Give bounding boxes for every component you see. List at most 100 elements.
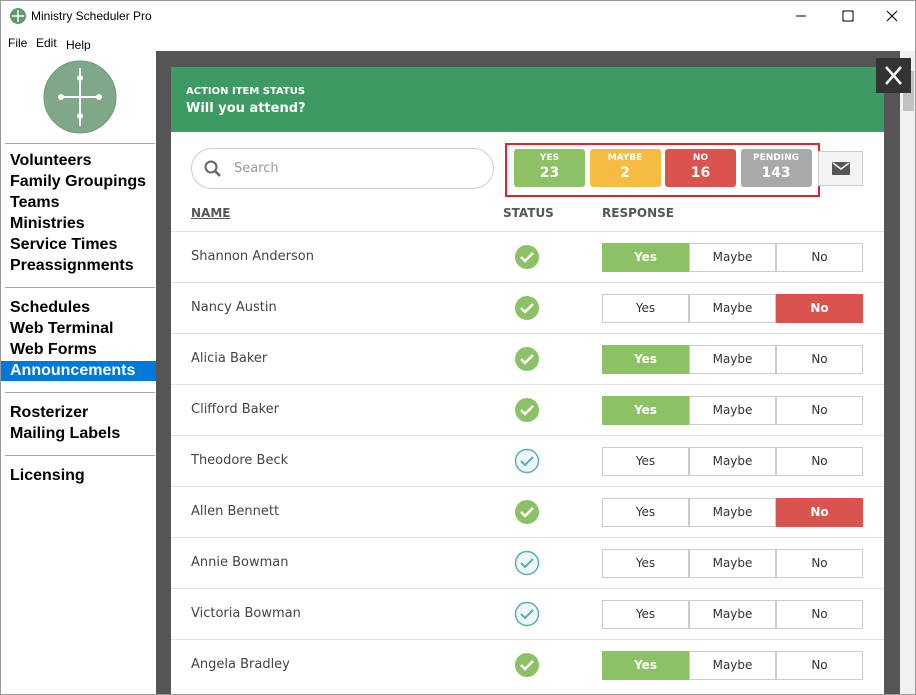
nav-item[interactable]: Preassignments bbox=[10, 257, 134, 274]
menu-item[interactable]: Edit bbox=[36, 36, 57, 50]
status-pending bbox=[514, 550, 540, 576]
status-confirmed bbox=[514, 346, 540, 372]
search-placeholder: Search bbox=[234, 161, 279, 176]
response-button[interactable]: No bbox=[776, 345, 863, 374]
response-button[interactable]: Maybe bbox=[689, 243, 776, 272]
person-name: Annie Bowman bbox=[191, 555, 289, 570]
count-label: PENDING bbox=[752, 153, 799, 163]
response-button[interactable]: Yes bbox=[602, 498, 689, 527]
search-box[interactable]: Search bbox=[191, 148, 494, 189]
count-badge[interactable]: MAYBE 2 bbox=[589, 149, 661, 187]
response-button[interactable]: Maybe bbox=[689, 294, 776, 323]
count-label: YES bbox=[539, 153, 560, 163]
count-value: 23 bbox=[539, 165, 560, 181]
count-value: 143 bbox=[761, 165, 791, 181]
email-button[interactable] bbox=[818, 151, 863, 186]
column-header: RESPONSE bbox=[602, 206, 674, 220]
person-name: Angela Bradley bbox=[191, 657, 290, 672]
status-pending bbox=[514, 448, 540, 474]
response-button[interactable]: Maybe bbox=[689, 345, 776, 374]
close-button[interactable] bbox=[876, 58, 911, 93]
response-button[interactable]: No bbox=[776, 549, 863, 578]
response-button[interactable]: No bbox=[776, 396, 863, 425]
nav-item[interactable]: Volunteers bbox=[10, 152, 92, 169]
table-row: Victoria Bowman Yes Maybe No bbox=[171, 588, 884, 640]
person-name: Allen Bennett bbox=[191, 504, 280, 519]
status-confirmed bbox=[514, 295, 540, 321]
count-label: MAYBE bbox=[607, 153, 643, 163]
menu-item[interactable]: File bbox=[8, 36, 28, 50]
table-row: Angela Bradley Yes Maybe No bbox=[171, 639, 884, 691]
table-row: Clifford Baker Yes Maybe No bbox=[171, 384, 884, 436]
nav-item[interactable]: Web Terminal bbox=[10, 320, 114, 337]
status-confirmed bbox=[514, 499, 540, 525]
modal-title: Will you attend? bbox=[186, 101, 306, 116]
modal-label: ACTION ITEM STATUS bbox=[186, 86, 306, 97]
nav-item[interactable]: Rosterizer bbox=[10, 404, 89, 421]
person-name: Clifford Baker bbox=[191, 402, 280, 417]
response-button[interactable]: No bbox=[776, 600, 863, 629]
person-name: Nancy Austin bbox=[191, 300, 277, 315]
count-badge[interactable]: YES 23 bbox=[514, 149, 585, 187]
modal-header: ACTION ITEM STATUS Will you attend? bbox=[171, 67, 884, 132]
separator bbox=[5, 287, 155, 288]
count-value: 2 bbox=[620, 165, 630, 181]
nav-item[interactable]: Teams bbox=[10, 194, 60, 211]
nav-item[interactable]: Service Times bbox=[10, 236, 118, 253]
response-button[interactable]: Yes bbox=[602, 447, 689, 476]
response-button[interactable]: Yes bbox=[602, 549, 689, 578]
response-selected[interactable]: No bbox=[776, 294, 863, 323]
response-selected[interactable]: Yes bbox=[602, 396, 689, 425]
response-button[interactable]: Maybe bbox=[689, 600, 776, 629]
response-button[interactable]: Maybe bbox=[689, 549, 776, 578]
nav-item[interactable]: Web Forms bbox=[10, 341, 97, 358]
menu-item[interactable]: Help bbox=[66, 38, 91, 52]
scrollbar[interactable] bbox=[900, 51, 915, 694]
nav-item[interactable]: Family Groupings bbox=[10, 173, 147, 190]
response-selected[interactable]: Yes bbox=[602, 345, 689, 374]
nav-item[interactable]: Announcements bbox=[1, 361, 156, 381]
response-selected[interactable]: Yes bbox=[602, 243, 689, 272]
nav-item[interactable]: Mailing Labels bbox=[10, 425, 121, 442]
person-name: Shannon Anderson bbox=[191, 249, 314, 264]
count-label: NO bbox=[692, 153, 709, 163]
table-row: Theodore Beck Yes Maybe No bbox=[171, 435, 884, 487]
table-row: Alicia Baker Yes Maybe No bbox=[171, 333, 884, 385]
count-badge[interactable]: NO 16 bbox=[665, 149, 736, 187]
response-button[interactable]: No bbox=[776, 447, 863, 476]
count-value: 16 bbox=[690, 165, 711, 181]
response-button[interactable]: Yes bbox=[602, 294, 689, 323]
status-pending bbox=[514, 601, 540, 627]
column-header[interactable]: NAME bbox=[191, 206, 231, 220]
response-selected[interactable]: Yes bbox=[602, 651, 689, 680]
response-button[interactable]: No bbox=[776, 243, 863, 272]
status-confirmed bbox=[514, 652, 540, 678]
close-icon bbox=[885, 66, 902, 85]
nav-item[interactable]: Schedules bbox=[10, 299, 91, 316]
response-selected[interactable]: No bbox=[776, 498, 863, 527]
window-title: Ministry Scheduler Pro bbox=[31, 9, 152, 23]
email-icon bbox=[832, 162, 850, 175]
table-row: Annie Bowman Yes Maybe No bbox=[171, 537, 884, 589]
table-row: Nancy Austin Yes Maybe No bbox=[171, 282, 884, 334]
separator bbox=[5, 143, 155, 144]
table-row: Shannon Anderson Yes Maybe No bbox=[171, 231, 884, 283]
window-controls[interactable] bbox=[781, 1, 916, 31]
response-button[interactable]: No bbox=[776, 651, 863, 680]
response-button[interactable]: Maybe bbox=[689, 447, 776, 476]
response-button[interactable]: Maybe bbox=[689, 396, 776, 425]
response-button[interactable]: Maybe bbox=[689, 498, 776, 527]
person-name: Alicia Baker bbox=[191, 351, 268, 366]
logo bbox=[43, 60, 117, 134]
nav-item[interactable]: Ministries bbox=[10, 215, 85, 232]
separator bbox=[5, 392, 155, 393]
nav-item[interactable]: Licensing bbox=[10, 467, 85, 484]
table-row: Allen Bennett Yes Maybe No bbox=[171, 486, 884, 538]
response-button[interactable]: Maybe bbox=[689, 651, 776, 680]
app-icon bbox=[10, 8, 26, 24]
sidebar: Volunteers Family Groupings Teams Ministrie… bbox=[1, 51, 157, 694]
response-button[interactable]: Yes bbox=[602, 600, 689, 629]
count-badge[interactable]: PENDING 143 bbox=[740, 149, 812, 187]
person-name: Victoria Bowman bbox=[191, 606, 301, 621]
